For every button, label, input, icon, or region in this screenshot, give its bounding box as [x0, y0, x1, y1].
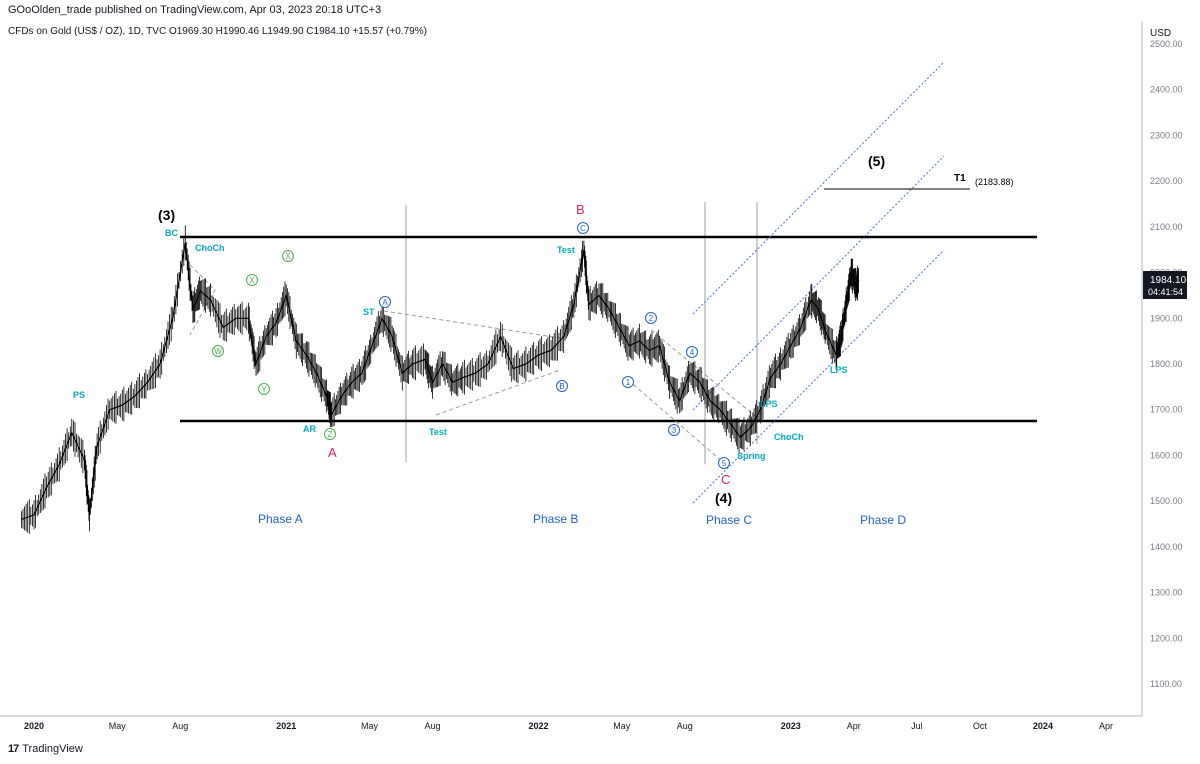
svg-text:1: 1 [626, 378, 631, 387]
wave-marker-1: 1 [622, 376, 634, 388]
label-lps-2: LPS [830, 365, 848, 375]
wave-marker-w: W [212, 345, 224, 357]
tradingview-logo-icon: 17 [8, 743, 19, 755]
label-PS: PS [73, 390, 85, 400]
svg-text:5: 5 [722, 459, 727, 468]
t1-value: (2183.88) [975, 177, 1014, 187]
time-tick-label: 2024 [1033, 721, 1053, 731]
phase-a-label: Phase A [258, 512, 303, 526]
label-choch-2: ChoCh [774, 432, 804, 442]
price-tick-label: 2100.00 [1150, 222, 1183, 232]
price-tick-label: 1300.00 [1150, 588, 1183, 598]
price-wicks [20, 225, 859, 534]
label-test-1: Test [429, 427, 447, 437]
price-tick-label: 2400.00 [1150, 85, 1183, 95]
time-tick-label: Apr [1099, 721, 1113, 731]
svg-text:B: B [559, 382, 564, 391]
price-axis-ticks: 2500.002400.002300.002200.002100.002000.… [1150, 39, 1183, 689]
currency-label: USD [1150, 28, 1171, 39]
price-tick-label: 2200.00 [1150, 176, 1183, 186]
wave-c-bottom-line [627, 379, 725, 464]
svg-text:3: 3 [672, 426, 677, 435]
price-tick-label: 1800.00 [1150, 359, 1183, 369]
price-tick-label: 1400.00 [1150, 542, 1183, 552]
svg-text:2: 2 [649, 314, 654, 323]
phase-b-label: Phase B [533, 512, 578, 526]
time-tick-label: Aug [425, 721, 441, 731]
time-tick-label: 2023 [781, 721, 801, 731]
label-B: B [576, 202, 585, 217]
time-tick-label: Aug [172, 721, 188, 731]
price-tick-label: 1200.00 [1150, 633, 1183, 643]
time-tick-label: May [613, 721, 631, 731]
tradingview-brand-text: TradingView [22, 743, 83, 755]
svg-text:Y: Y [261, 385, 267, 394]
price-tick-label: 1600.00 [1150, 450, 1183, 460]
label-choch-1: ChoCh [195, 243, 225, 253]
footer-branding[interactable]: 17 TradingView [8, 743, 83, 755]
price-tick-label: 2500.00 [1150, 39, 1183, 49]
time-tick-label: May [361, 721, 379, 731]
price-tick-label: 1700.00 [1150, 405, 1183, 415]
label-ST: ST [363, 307, 375, 317]
wave-4-label: (4) [715, 490, 732, 506]
price-tick-label: 1500.00 [1150, 496, 1183, 506]
wave-marker-z: Z [324, 428, 336, 440]
svg-text:X: X [285, 252, 291, 261]
wave-marker-2: 2 [645, 312, 657, 324]
svg-text:C: C [580, 224, 586, 233]
published-line: GOoOlden_trade published on TradingView.… [8, 4, 382, 16]
symbol-info-line: CFDs on Gold (US$ / OZ), 1D, TVC O1969.3… [8, 26, 427, 37]
wave-marker-5: 5 [718, 457, 730, 469]
time-tick-label: 2022 [528, 721, 548, 731]
time-tick-label: May [109, 721, 127, 731]
wave-c-top-line [650, 329, 761, 421]
triangle-lower-line [435, 369, 561, 416]
last-price-label: 1984.10 [1150, 275, 1187, 286]
svg-text:X: X [249, 276, 255, 285]
last-price-tag-bg [1143, 271, 1187, 299]
channel-upper-line[interactable] [692, 61, 945, 315]
label-A: A [328, 445, 337, 460]
price-tick-label: 2300.00 [1150, 130, 1183, 140]
diag-line-1 [189, 264, 216, 336]
label-test-2: Test [557, 245, 575, 255]
time-tick-label: Oct [973, 721, 988, 731]
label-AR: AR [303, 424, 316, 434]
time-tick-label: 2021 [276, 721, 296, 731]
channel-lower-line[interactable] [692, 249, 945, 504]
label-lps-1: LPS [760, 399, 778, 409]
time-tick-label: 2020 [24, 721, 44, 731]
countdown-label: 04:41:54 [1148, 287, 1183, 297]
time-tick-label: Aug [677, 721, 693, 731]
label-C: C [721, 472, 730, 487]
phase-d-label: Phase D [860, 513, 906, 527]
channel-mid-line[interactable] [692, 155, 945, 411]
phase-c-label: Phase C [706, 513, 752, 527]
price-tick-label: 1900.00 [1150, 313, 1183, 323]
label-BC: BC [165, 228, 178, 238]
svg-text:4: 4 [690, 348, 695, 357]
time-tick-label: Jul [911, 721, 923, 731]
label-spring: Spring [737, 451, 766, 461]
wave-5-label: (5) [868, 153, 885, 169]
wave-marker-3: 3 [668, 424, 680, 436]
svg-text:A: A [382, 298, 388, 307]
wave-marker-x2: X [282, 250, 294, 262]
time-tick-label: Apr [847, 721, 861, 731]
time-axis-ticks: 2020 May Aug 2021 May Aug 2022 May Aug 2023 Apr Jul… [24, 721, 1113, 731]
svg-text:W: W [214, 347, 222, 356]
wave-marker-x1: X [246, 274, 258, 286]
wave-marker-y: Y [258, 383, 270, 395]
price-tick-label: 1100.00 [1150, 679, 1182, 689]
t1-label: T1 [954, 173, 966, 184]
wave-3-label: (3) [158, 207, 175, 223]
wave-marker-c: C [577, 222, 589, 234]
svg-text:Z: Z [328, 430, 333, 439]
wave-marker-b: B [556, 380, 568, 392]
wave-marker-4: 4 [686, 346, 698, 358]
wave-marker-a: A [379, 296, 391, 308]
triangle-upper-line [383, 310, 561, 339]
